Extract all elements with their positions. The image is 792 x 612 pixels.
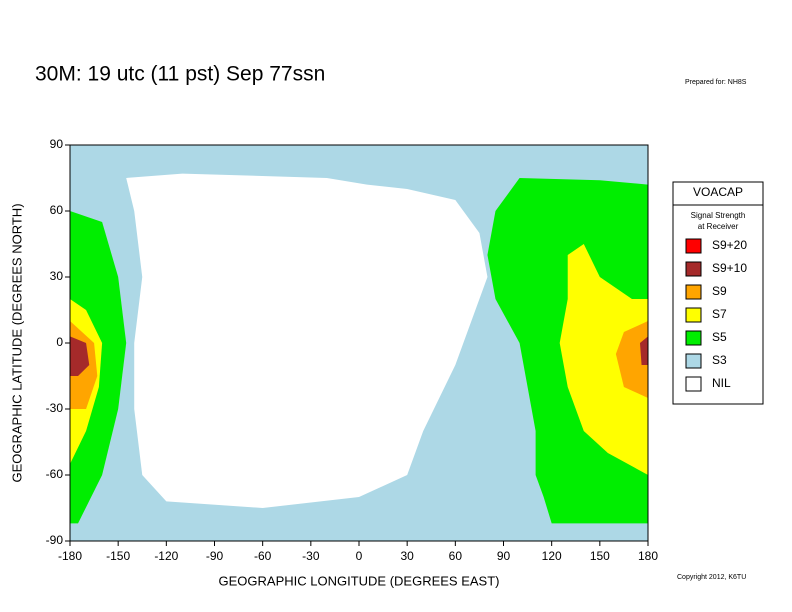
legend-swatch: [685, 261, 702, 277]
zone-s9-10: [70, 336, 90, 376]
x-tick-label: 30: [400, 549, 414, 563]
legend-label: S5: [712, 330, 727, 344]
x-tick-label: -120: [154, 549, 178, 563]
legend-swatch: [685, 238, 702, 254]
legend-subtitle: Signal Strength: [691, 211, 746, 220]
legend-label: S3: [712, 353, 727, 367]
x-tick-label: -90: [206, 549, 224, 563]
zone-nil: [126, 173, 488, 508]
y-axis-label: GEOGRAPHIC LATITUDE (DEGREES NORTH): [9, 203, 24, 482]
x-tick-label: 180: [638, 549, 658, 563]
prepared-for: Prepared for: NH8S: [685, 79, 747, 86]
legend-items: S9+20 S9+10 S9 S7 S5 S3 NIL: [685, 238, 747, 392]
legend-label: S7: [712, 307, 727, 321]
y-tick-label: -60: [46, 467, 64, 481]
legend-label: S9+10: [712, 261, 747, 275]
y-tick-label: -30: [46, 401, 64, 415]
legend-label: S9+20: [712, 238, 747, 252]
y-tick-label: 30: [50, 269, 64, 283]
y-tick-label: 0: [56, 335, 63, 349]
zone-s9-10: [639, 336, 648, 365]
y-tick-label: 60: [50, 203, 64, 217]
x-tick-label: -60: [254, 549, 272, 563]
zone-s7: [559, 244, 648, 475]
x-axis-label: GEOGRAPHIC LONGITUDE (DEGREES EAST): [219, 573, 500, 588]
title: 30M: 19 utc (11 pst) Sep 77ssn: [35, 63, 325, 86]
legend-swatch: [685, 353, 702, 369]
y-tick-label: 90: [50, 137, 64, 151]
legend-subtitle: at Receiver: [698, 222, 739, 231]
x-tick-label: 60: [449, 549, 463, 563]
x-tick-label: -150: [106, 549, 130, 563]
legend-swatch: [685, 376, 702, 392]
x-tick-label: -180: [58, 549, 82, 563]
legend-label: NIL: [712, 376, 731, 390]
copyright: Copyright 2012, K6TU: [677, 574, 746, 581]
x-tick-label: 0: [356, 549, 363, 563]
zone-s9: [615, 321, 648, 398]
x-tick-label: 120: [542, 549, 562, 563]
legend-swatch: [685, 284, 702, 300]
x-tick-label: -30: [302, 549, 320, 563]
legend-label: S9: [712, 284, 727, 298]
axes: -180 -150 -120 -90 -60 -30 0 30 60 90 120 150 180 -90…: [46, 137, 659, 563]
legend-title: VOACAP: [693, 185, 743, 199]
legend-swatch: [685, 307, 702, 323]
x-tick-label: 150: [590, 549, 610, 563]
coverage-zones: [70, 145, 648, 541]
y-tick-label: -90: [46, 533, 64, 547]
x-tick-label: 90: [497, 549, 511, 563]
legend-swatch: [685, 330, 702, 346]
